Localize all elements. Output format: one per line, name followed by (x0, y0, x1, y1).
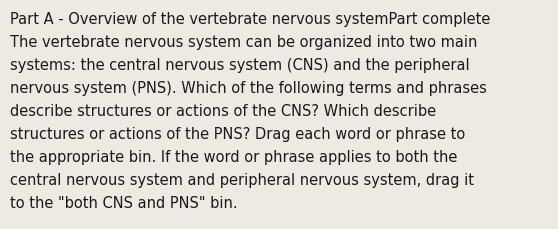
Text: structures or actions of the PNS? Drag each word or phrase to: structures or actions of the PNS? Drag e… (10, 126, 465, 141)
Text: Part A - Overview of the vertebrate nervous systemPart complete: Part A - Overview of the vertebrate nerv… (10, 12, 490, 27)
Text: systems: the central nervous system (CNS) and the peripheral: systems: the central nervous system (CNS… (10, 58, 470, 73)
Text: nervous system (PNS). Which of the following terms and phrases: nervous system (PNS). Which of the follo… (10, 81, 487, 95)
Text: describe structures or actions of the CNS? Which describe: describe structures or actions of the CN… (10, 104, 436, 118)
Text: to the "both CNS and PNS" bin.: to the "both CNS and PNS" bin. (10, 195, 238, 210)
Text: The vertebrate nervous system can be organized into two main: The vertebrate nervous system can be org… (10, 35, 478, 50)
Text: the appropriate bin. If the word or phrase applies to both the: the appropriate bin. If the word or phra… (10, 149, 458, 164)
Text: central nervous system and peripheral nervous system, drag it: central nervous system and peripheral ne… (10, 172, 474, 187)
